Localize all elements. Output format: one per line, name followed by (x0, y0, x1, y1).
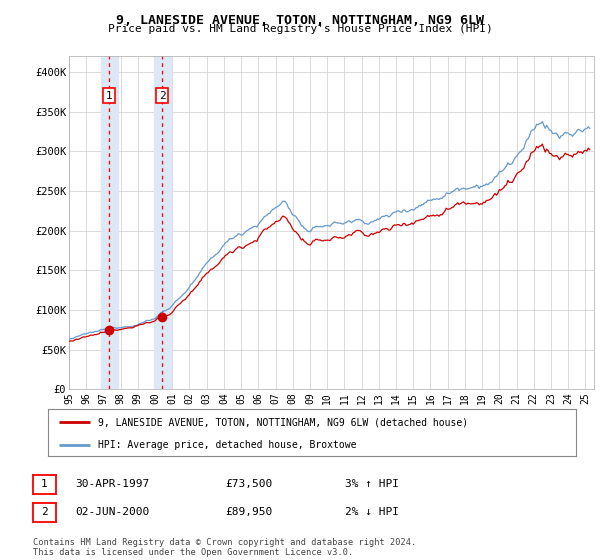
Bar (101, 56, 118, 389)
Text: 2: 2 (41, 507, 48, 517)
Text: Price paid vs. HM Land Registry's House Price Index (HPI): Price paid vs. HM Land Registry's House … (107, 24, 493, 34)
Text: 1: 1 (106, 91, 112, 101)
Text: HPI: Average price, detached house, Broxtowe: HPI: Average price, detached house, Brox… (98, 440, 356, 450)
Text: £89,950: £89,950 (225, 507, 272, 517)
Text: 30-APR-1997: 30-APR-1997 (75, 479, 149, 489)
Text: 02-JUN-2000: 02-JUN-2000 (75, 507, 149, 517)
Text: 2% ↓ HPI: 2% ↓ HPI (345, 507, 399, 517)
Text: Contains HM Land Registry data © Crown copyright and database right 2024.
This d: Contains HM Land Registry data © Crown c… (33, 538, 416, 557)
Text: 1: 1 (41, 479, 48, 489)
Text: 9, LANESIDE AVENUE, TOTON, NOTTINGHAM, NG9 6LW (detached house): 9, LANESIDE AVENUE, TOTON, NOTTINGHAM, N… (98, 417, 468, 427)
Bar (154, 56, 171, 389)
Text: 3% ↑ HPI: 3% ↑ HPI (345, 479, 399, 489)
Text: 9, LANESIDE AVENUE, TOTON, NOTTINGHAM, NG9 6LW: 9, LANESIDE AVENUE, TOTON, NOTTINGHAM, N… (116, 14, 484, 27)
Text: 2: 2 (159, 91, 166, 101)
Text: £73,500: £73,500 (225, 479, 272, 489)
